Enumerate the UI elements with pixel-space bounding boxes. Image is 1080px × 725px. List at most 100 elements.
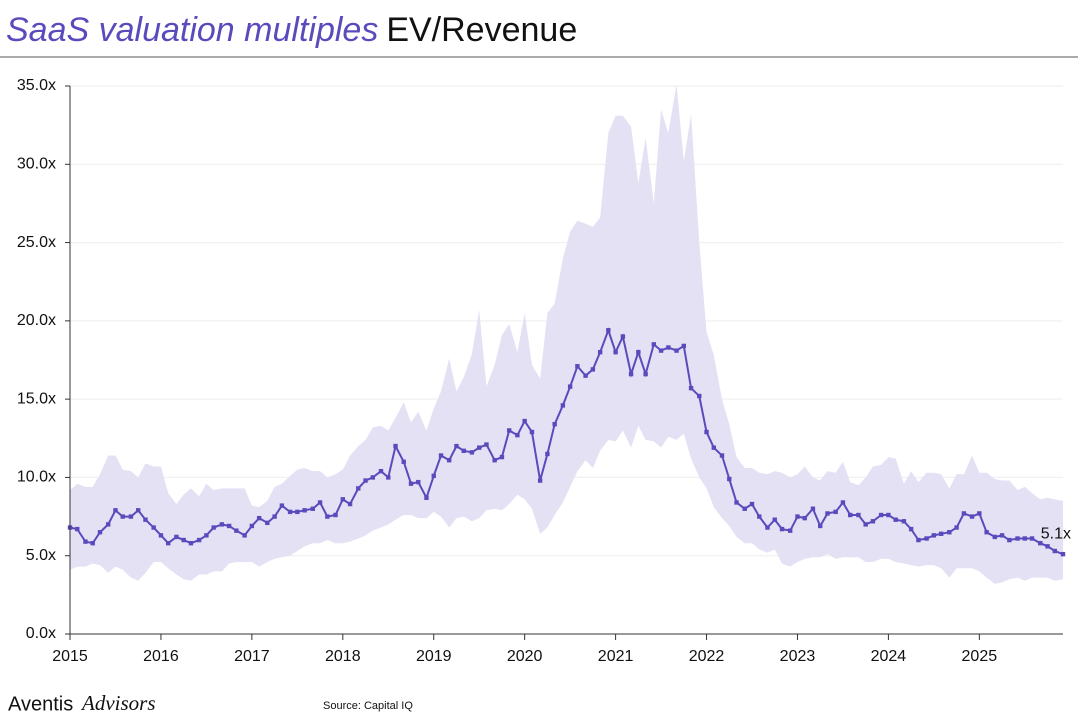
brand: Aventis xyxy=(8,693,73,715)
point xyxy=(340,497,346,502)
point xyxy=(431,473,436,479)
point xyxy=(666,345,671,350)
point xyxy=(878,512,884,518)
point xyxy=(454,443,459,449)
point xyxy=(1007,537,1012,543)
point xyxy=(90,540,95,546)
point xyxy=(424,495,429,500)
point xyxy=(325,514,330,519)
point xyxy=(469,450,475,455)
point xyxy=(75,526,80,532)
point xyxy=(765,525,770,530)
point xyxy=(787,528,793,533)
point xyxy=(908,526,914,532)
point xyxy=(529,429,535,435)
point xyxy=(97,530,103,535)
point xyxy=(492,458,497,463)
point xyxy=(810,506,816,511)
point xyxy=(651,342,656,347)
point xyxy=(438,453,444,458)
point xyxy=(552,421,557,427)
range-band xyxy=(70,84,1063,584)
point xyxy=(515,432,520,438)
x-tick-label: 2025 xyxy=(962,648,998,665)
point xyxy=(143,517,148,522)
point xyxy=(537,478,543,483)
point xyxy=(893,517,898,522)
x-tick-label: 2017 xyxy=(234,648,270,665)
point xyxy=(249,523,255,529)
point xyxy=(1038,540,1043,546)
point xyxy=(628,371,634,377)
point xyxy=(704,429,709,435)
point xyxy=(356,486,361,491)
y-tick-label: 35.0x xyxy=(17,77,56,94)
point xyxy=(856,512,861,518)
point xyxy=(105,522,111,527)
point xyxy=(265,520,270,526)
brand-suffix: Advisors xyxy=(80,691,156,715)
point xyxy=(560,403,566,408)
point xyxy=(931,533,937,538)
chart-subtitle: EV/Revenue xyxy=(386,11,577,49)
point xyxy=(681,343,687,349)
x-tick-label: 2023 xyxy=(780,648,816,665)
point xyxy=(226,523,232,529)
point xyxy=(779,526,785,532)
point xyxy=(1045,544,1050,549)
point xyxy=(363,478,368,483)
x-tick-label: 2016 xyxy=(143,648,179,665)
point xyxy=(507,428,512,433)
point xyxy=(795,514,800,519)
point xyxy=(863,522,868,527)
point xyxy=(279,503,285,508)
point xyxy=(408,481,414,486)
source: Source: Capital IQ xyxy=(323,700,413,712)
point xyxy=(658,348,664,353)
x-tick-label: 2019 xyxy=(416,648,452,665)
point xyxy=(287,509,293,515)
point xyxy=(256,515,262,521)
point xyxy=(113,508,118,513)
point xyxy=(1015,536,1020,541)
point xyxy=(597,349,603,355)
point xyxy=(984,530,989,535)
point xyxy=(818,523,823,529)
point xyxy=(916,537,921,543)
point xyxy=(1029,536,1035,541)
point xyxy=(961,511,967,516)
point xyxy=(204,533,209,538)
y-tick-label: 15.0x xyxy=(17,390,56,407)
x-tick-label: 2022 xyxy=(689,648,725,665)
point xyxy=(947,530,952,535)
point xyxy=(242,533,247,538)
point xyxy=(158,533,164,538)
point xyxy=(719,453,725,458)
point xyxy=(757,514,762,519)
y-tick-label: 0.0x xyxy=(26,625,56,642)
point xyxy=(620,334,626,339)
point xyxy=(333,512,338,518)
point xyxy=(688,385,694,391)
y-tick-label: 25.0x xyxy=(17,234,56,251)
point xyxy=(393,443,398,449)
point xyxy=(302,508,307,513)
point xyxy=(613,349,618,355)
point xyxy=(522,418,527,424)
point xyxy=(825,511,830,516)
point xyxy=(870,519,876,524)
point xyxy=(711,445,717,450)
point xyxy=(575,364,580,369)
point xyxy=(727,476,732,482)
point xyxy=(992,534,997,540)
point xyxy=(772,517,777,522)
x-tick-label: 2024 xyxy=(871,648,907,665)
point xyxy=(697,393,702,399)
point xyxy=(378,468,384,474)
point xyxy=(840,500,846,505)
point xyxy=(567,384,573,389)
point xyxy=(219,522,225,527)
point xyxy=(128,514,134,519)
x-tick-label: 2020 xyxy=(507,648,543,665)
point xyxy=(999,533,1005,538)
